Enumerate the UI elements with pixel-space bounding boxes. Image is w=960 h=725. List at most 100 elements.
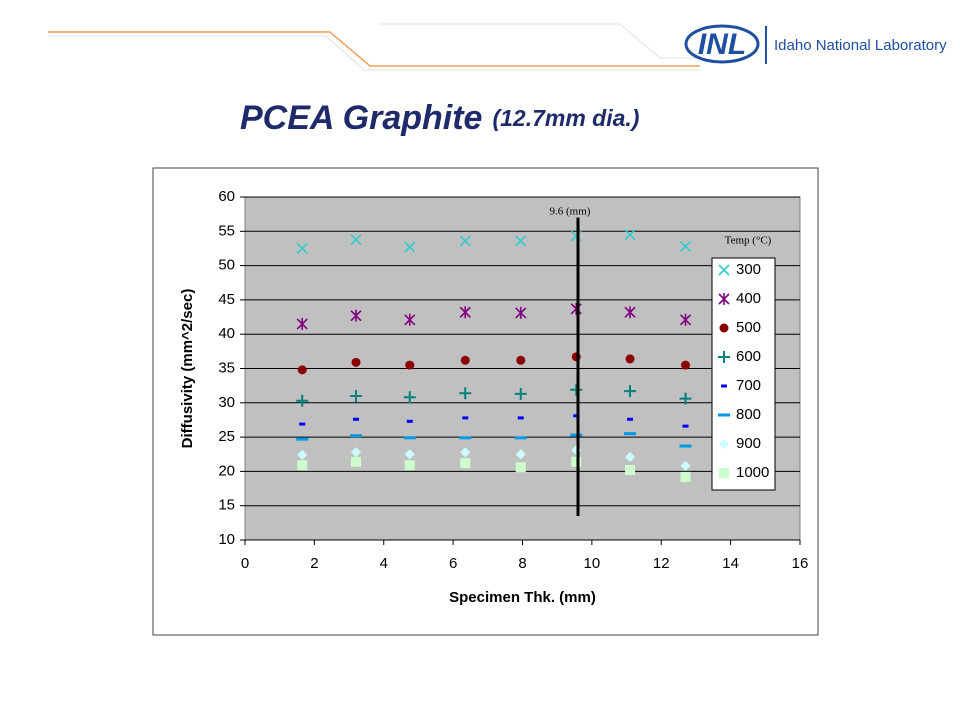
marker-dash [718, 413, 730, 417]
y-tick-label: 55 [218, 222, 235, 239]
marker-diamond [625, 451, 636, 462]
marker-x [350, 233, 362, 246]
marker-circle [405, 360, 415, 370]
marker-dash [296, 437, 309, 441]
marker-x [679, 240, 692, 252]
marker-diamond [515, 449, 526, 460]
title-sub: (12.7mm dia.) [492, 105, 639, 131]
x-tick-label: 6 [449, 555, 457, 572]
marker-plus [350, 389, 362, 402]
organization: Idaho National Laboratory [774, 37, 947, 54]
x-tick-label: 16 [792, 555, 809, 572]
legend-label: 700 [736, 377, 761, 394]
marker-plus [403, 391, 416, 404]
marker-star [404, 313, 416, 326]
marker-circle [351, 357, 361, 367]
marker-dash [573, 414, 580, 418]
marker-star [624, 306, 636, 319]
marker-star [570, 302, 582, 315]
marker-dash [406, 419, 413, 423]
marker-square [404, 460, 415, 471]
deco-line [48, 35, 700, 71]
x-axis-label: Specimen Thk. (mm) [449, 589, 596, 606]
marker-x [718, 264, 730, 276]
marker-x [404, 241, 416, 253]
y-tick-label: 25 [218, 428, 235, 445]
marker-diamond [351, 447, 361, 458]
marker-x [570, 230, 582, 242]
marker-circle [681, 360, 691, 370]
marker-circle [625, 354, 635, 364]
y-tick-label: 50 [218, 257, 235, 274]
marker-plus [624, 385, 637, 398]
marker-star [679, 313, 692, 326]
marker-circle [719, 323, 729, 333]
x-tick-label: 12 [653, 555, 670, 572]
y-tick-label: 60 [218, 188, 235, 205]
legend-label: 300 [736, 261, 761, 278]
legend-label: 600 [736, 348, 761, 365]
marker-diamond [460, 447, 471, 458]
marker-dash [570, 433, 583, 437]
marker-dash [353, 417, 359, 421]
legend-label: 1000 [736, 464, 769, 481]
annotation-label: 9.6 (mm) [550, 206, 591, 218]
marker-x [296, 242, 308, 255]
marker-diamond [680, 460, 691, 471]
slide-title: PCEA Graphite (12.7mm dia.) [240, 99, 639, 137]
marker-dash [459, 436, 472, 440]
marker-square [351, 456, 361, 467]
marker-circle [460, 355, 470, 365]
marker-dash [517, 416, 524, 420]
legend-label: 400 [736, 290, 761, 307]
marker-dash [462, 416, 469, 420]
marker-square [625, 465, 636, 476]
marker-square [297, 460, 308, 471]
logo-text: INL [698, 28, 746, 61]
deco-line [48, 31, 700, 67]
marker-diamond [719, 439, 729, 449]
marker-plus [679, 392, 692, 405]
marker-dash [721, 384, 727, 388]
x-tick-label: 4 [380, 555, 388, 572]
marker-dash [624, 432, 637, 436]
marker-x [624, 229, 636, 241]
marker-plus [718, 351, 730, 363]
marker-square [680, 471, 691, 482]
marker-plus [514, 387, 527, 400]
x-tick-label: 2 [310, 555, 318, 572]
marker-plus [570, 383, 583, 396]
marker-circle [516, 355, 526, 365]
y-tick-label: 10 [218, 531, 235, 548]
marker-diamond [297, 449, 308, 460]
marker-plus [459, 387, 472, 400]
marker-star [350, 309, 362, 322]
marker-circle [297, 365, 307, 375]
x-tick-label: 14 [722, 555, 739, 572]
marker-diamond [404, 449, 415, 460]
marker-dash [403, 436, 416, 440]
x-tick-label: 10 [584, 555, 601, 572]
x-tick-label: 8 [518, 555, 526, 572]
y-tick-label: 15 [218, 497, 235, 514]
marker-square [719, 468, 729, 478]
y-tick-label: 35 [218, 359, 235, 376]
deco-line [380, 23, 700, 59]
title-main: PCEA Graphite [240, 99, 482, 137]
y-tick-label: 40 [218, 325, 235, 342]
x-tick-label: 0 [241, 555, 249, 572]
marker-star [515, 306, 527, 319]
marker-dash [679, 444, 692, 448]
marker-star [296, 317, 308, 330]
y-tick-label: 45 [218, 291, 235, 308]
marker-star [718, 293, 730, 305]
marker-dash [514, 436, 527, 440]
y-tick-label: 20 [218, 462, 235, 479]
marker-square [460, 458, 471, 469]
marker-star [459, 306, 471, 319]
legend-title: Temp (°C) [725, 235, 772, 247]
y-axis-label: Diffusivity (mm^2/sec) [179, 289, 196, 449]
marker-dash [299, 422, 306, 426]
